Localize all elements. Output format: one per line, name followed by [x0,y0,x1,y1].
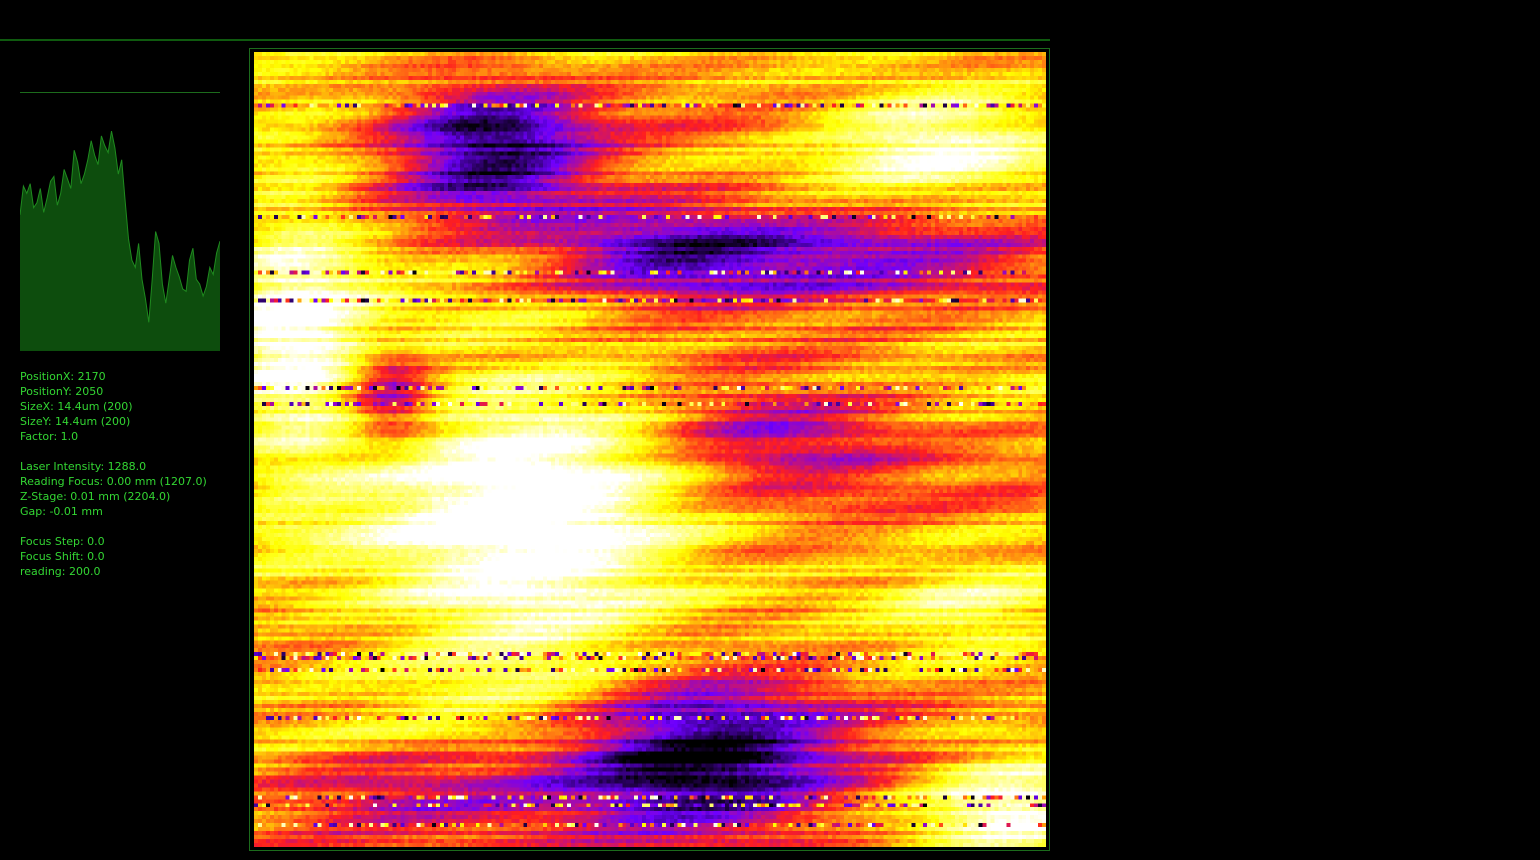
position-y-readout: PositionY: 2050 [20,385,104,398]
readout-spacer [20,444,240,459]
histogram-chart [20,92,220,351]
histogram-area [20,131,220,351]
scan-image-frame[interactable] [249,48,1050,851]
scan-heatmap-image[interactable] [254,52,1046,847]
reading-focus-readout: Reading Focus: 0.00 mm (1207.0) [20,475,207,488]
laser-intensity-readout: Laser Intensity: 1288.0 [20,460,147,473]
status-readout: PositionX: 2170 PositionY: 2050 SizeX: 1… [20,369,240,579]
histogram-outline [20,131,220,323]
focus-shift-readout: Focus Shift: 0.0 [20,550,105,563]
size-x-readout: SizeX: 14.4um (200) [20,400,133,413]
focus-step-readout: Focus Step: 0.0 [20,535,105,548]
z-stage-readout: Z-Stage: 0.01 mm (2204.0) [20,490,171,503]
intensity-histogram [20,92,220,351]
empty-panel [1050,0,1540,860]
factor-readout: Factor: 1.0 [20,430,79,443]
reading-readout: reading: 200.0 [20,565,101,578]
top-divider [0,39,1050,41]
readout-spacer [20,519,240,534]
position-x-readout: PositionX: 2170 [20,370,106,383]
size-y-readout: SizeY: 14.4um (200) [20,415,131,428]
gap-readout: Gap: -0.01 mm [20,505,103,518]
